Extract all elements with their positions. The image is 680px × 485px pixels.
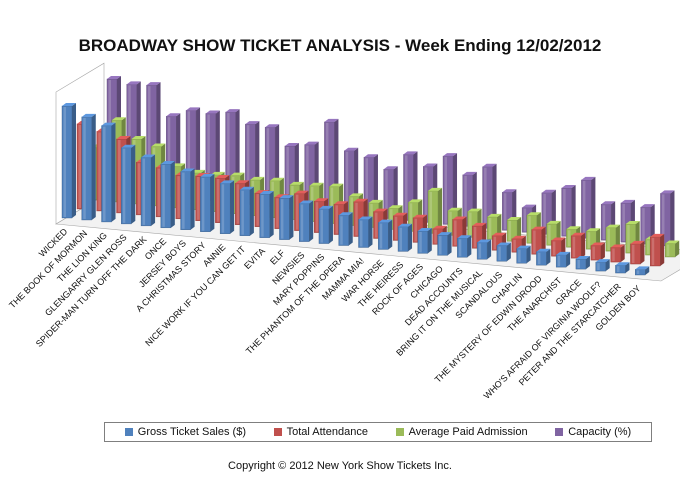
legend-label-admission: Average Paid Admission: [408, 426, 528, 438]
bar-1-23: [531, 226, 546, 255]
bar-0-9: [239, 186, 254, 236]
bar-0-15: [358, 216, 373, 248]
legend-item-attendance: Total Attendance: [273, 426, 368, 438]
legend-swatch-capacity: [555, 428, 564, 436]
bar-0-11: [279, 195, 294, 240]
bar-1-28: [630, 240, 645, 265]
bar-0-5: [160, 160, 175, 229]
bar-0-4: [140, 154, 156, 227]
legend-label-attendance: Total Attendance: [286, 426, 368, 438]
bar-3-27: [640, 204, 655, 245]
bar-0-2: [101, 122, 116, 223]
bar-0-14: [338, 212, 353, 246]
chart-bars: [61, 76, 680, 276]
bar-0-0: [61, 103, 76, 219]
legend-swatch-attendance: [273, 428, 282, 436]
bar-1-29: [650, 233, 665, 267]
bar-0-16: [378, 219, 393, 250]
legend-label-gross: Gross Ticket Sales ($): [137, 426, 246, 438]
bar-0-27: [595, 259, 610, 272]
bar-0-17: [397, 223, 413, 252]
bar-0-6: [180, 168, 195, 230]
bar-1-27: [610, 244, 625, 263]
bar-0-28: [615, 262, 630, 274]
bar-3-23: [561, 185, 576, 237]
bar-1-26: [590, 242, 605, 261]
bar-0-18: [417, 227, 432, 254]
bar-1-25: [570, 232, 586, 259]
bar-0-19: [437, 232, 452, 256]
bar-2-29: [665, 240, 680, 258]
chart-title: BROADWAY SHOW TICKET ANALYSIS - Week End…: [78, 36, 602, 55]
bar-2-21: [506, 216, 522, 242]
bar-0-20: [457, 235, 472, 258]
legend-item-capacity: Capacity (%): [555, 426, 631, 438]
bar-1-24: [551, 237, 566, 257]
category-label: THE PHANTOM OF THE OPERA: [244, 254, 346, 356]
bar-0-12: [299, 200, 314, 242]
bar-0-8: [219, 180, 235, 234]
legend-swatch-gross: [124, 428, 133, 436]
chart-legend: Gross Ticket Sales ($) Total Attendance …: [104, 422, 652, 442]
bar-3-17: [442, 153, 458, 225]
bar-0-25: [555, 251, 571, 268]
bar-0-1: [81, 113, 96, 221]
bar-0-10: [259, 190, 274, 238]
legend-swatch-admission: [395, 428, 404, 436]
legend-label-capacity: Capacity (%): [568, 426, 632, 438]
bar-0-24: [536, 248, 551, 266]
bar-0-22: [496, 242, 511, 262]
bar-0-29: [635, 266, 650, 276]
copyright-text: Copyright © 2012 New York Show Tickets I…: [228, 460, 452, 472]
bar-0-23: [516, 245, 531, 264]
bar-2-26: [605, 224, 620, 252]
legend-item-gross: Gross Ticket Sales ($): [124, 426, 246, 438]
bar-3-19: [482, 163, 497, 229]
bar-0-26: [575, 256, 590, 270]
bar-0-7: [200, 173, 215, 232]
bar-0-13: [318, 205, 333, 244]
bar-3-28: [660, 190, 675, 247]
legend-item-admission: Average Paid Admission: [395, 426, 528, 438]
bar-0-21: [476, 239, 492, 260]
bar-0-3: [121, 144, 136, 225]
